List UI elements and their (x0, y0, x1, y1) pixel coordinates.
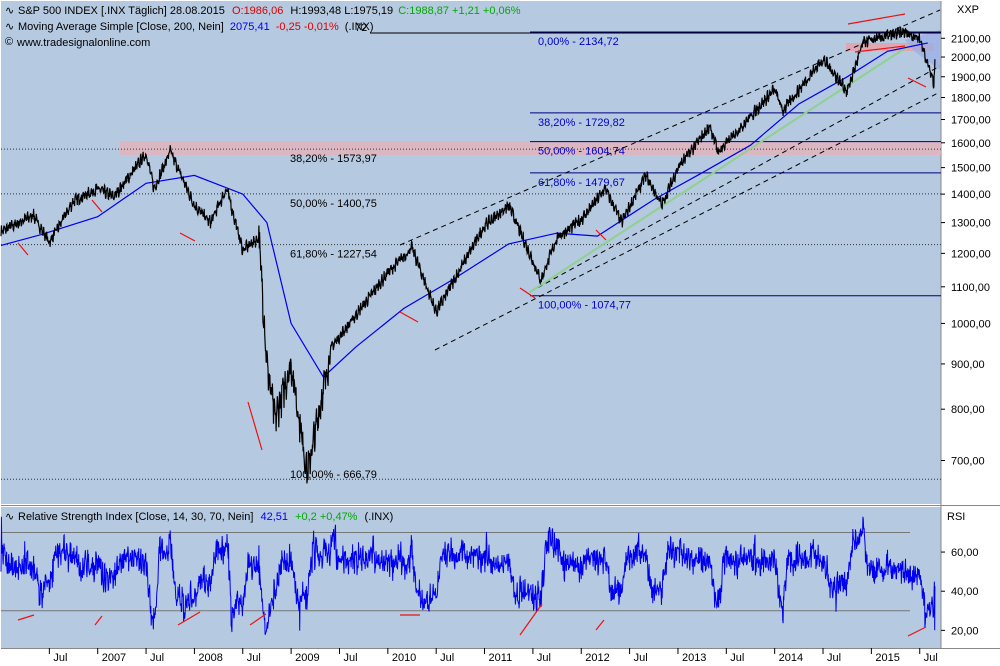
fib-label: 61,80% - 1227,54 (290, 249, 377, 261)
price-tick-label: 2000,00 (951, 52, 991, 64)
rsi-divergence-line (249, 613, 267, 626)
x-tick-label: Jul (827, 652, 841, 664)
fib-label: 0,00% - 2134,72 (538, 36, 619, 48)
x-tick-label: 2009 (295, 652, 319, 664)
price-tick-label: 1100,00 (951, 282, 990, 294)
rsi-divergence-line (17, 614, 35, 621)
corner-label: XXP (957, 4, 979, 16)
ma-legend[interactable]: Moving Average Simple [Close, 200, Nein]… (18, 21, 374, 33)
credit-text: www.tradesignalonline.com (16, 37, 150, 49)
fib-label: 61,80% - 1479,67 (538, 177, 625, 189)
x-tick-label: Jul (247, 652, 261, 664)
fib-label: 38,20% - 1573,97 (290, 153, 377, 165)
fib-label: 50,00% - 1604,74 (538, 146, 625, 158)
rsi-tick-label: 20,00 (951, 625, 979, 637)
copyright-icon: © (5, 36, 13, 48)
divergence-line (847, 13, 906, 25)
green-trendline (529, 44, 911, 293)
rsi-tick-label: 60,00 (951, 547, 979, 559)
divergence-marks-rsi (17, 603, 927, 637)
x-tick-label: 2015 (875, 652, 899, 664)
price-tick-label: 1400,00 (951, 189, 991, 201)
price-tick-label: 1800,00 (951, 93, 991, 105)
x-tick-label: 2011 (489, 652, 513, 664)
price-tick-label: 900,00 (951, 359, 985, 371)
x-tick-label: Jul (53, 652, 67, 664)
divergence-line (17, 242, 29, 256)
rsi-divergence-line (595, 619, 605, 631)
rsi-divergence-line (907, 626, 927, 637)
rsi-legend[interactable]: Relative Strength Index [Close, 14, 30, … (18, 511, 393, 523)
x-tick-label: 2012 (585, 652, 609, 664)
price-tick-label: 2100,00 (951, 33, 991, 45)
divergence-line (907, 77, 927, 88)
price-tick-label: 1900,00 (951, 72, 991, 84)
rsi-divergence-line (177, 611, 201, 626)
divergence-line (854, 45, 906, 53)
price-tick-label: 1300,00 (951, 218, 991, 230)
price-tick-label: 1700,00 (951, 114, 991, 126)
rsi-line (0, 516, 936, 635)
channel-mid (529, 65, 941, 293)
x-tick-label: Jul (924, 652, 938, 664)
fib-label: 100,00% - 666,79 (290, 469, 377, 481)
divergence-line (595, 229, 607, 241)
divergence-line (519, 287, 536, 299)
rsi-legend-icon: ∿ (5, 511, 14, 523)
price-tick-label: 1000,00 (951, 318, 991, 330)
price-layer (0, 25, 936, 484)
rsi-y-axis: 60,00 40,00 20,00 (941, 547, 979, 637)
price-tick-label: 1600,00 (951, 138, 991, 150)
fib-label: 38,20% - 1729,82 (538, 117, 625, 129)
price-tick-label: 1500,00 (951, 163, 991, 175)
x-tick-label: 2013 (682, 652, 706, 664)
price-legend[interactable]: S&P 500 INDEX [.INX Täglich] 28.08.2015 … (18, 5, 521, 17)
price-y-axis: 2100,00 2000,00 1900,00 1800,00 1700,00 1600,… (941, 33, 991, 468)
divergence-line (91, 199, 103, 213)
x-tick-label: 2008 (198, 652, 222, 664)
x-axis: Jul 2007 Jul 2008 Jul 2009 Jul 2010 Jul 2011 Jul 20… (48, 648, 938, 664)
ma-legend-icon: ∿ (5, 21, 14, 33)
price-tick-label: 700,00 (951, 456, 985, 468)
legend-icon: ∿ (5, 5, 14, 17)
x-tick-label: 2014 (779, 652, 803, 664)
fib-label: 100,00% - 1074,77 (538, 300, 631, 312)
moving-average-layer (0, 42, 928, 378)
fib-label: 50,00% - 1400,75 (290, 198, 377, 210)
x-tick-label: Jul (343, 652, 357, 664)
price-tick-label: 800,00 (951, 404, 985, 416)
x-tick-label: Jul (730, 652, 744, 664)
moving-average-line (0, 42, 928, 378)
divergence-line (399, 311, 419, 323)
x-tick-label: 2010 (392, 652, 416, 664)
channel-lower (434, 91, 941, 351)
channel-upper (399, 9, 941, 246)
divergence-line (179, 232, 196, 242)
ma-legend-tail: 72 (355, 22, 367, 34)
divergence-line (247, 401, 263, 451)
rsi-tick-label: 40,00 (951, 586, 979, 598)
trend-channels (399, 9, 941, 351)
price-series-line (0, 25, 936, 484)
x-tick-label: Jul (440, 652, 454, 664)
divergence-marks-price (17, 13, 927, 451)
fibonacci-levels: 38,20% - 1573,97 50,00% - 1400,75 61,80% -… (1, 31, 941, 481)
current-zone-band (846, 43, 934, 51)
x-tick-label: Jul (150, 652, 164, 664)
x-tick-label: 2007 (102, 652, 126, 664)
rsi-panel (1, 507, 941, 648)
rsi-divergence-line (519, 603, 543, 636)
rsi-divergence-line (94, 615, 103, 626)
rsi-layer (0, 516, 936, 635)
price-tick-label: 1200,00 (951, 248, 991, 260)
rsi-axis-label: RSI (947, 511, 965, 523)
x-tick-label: Jul (537, 652, 551, 664)
x-tick-label: Jul (634, 652, 648, 664)
resistance-band (120, 141, 941, 155)
